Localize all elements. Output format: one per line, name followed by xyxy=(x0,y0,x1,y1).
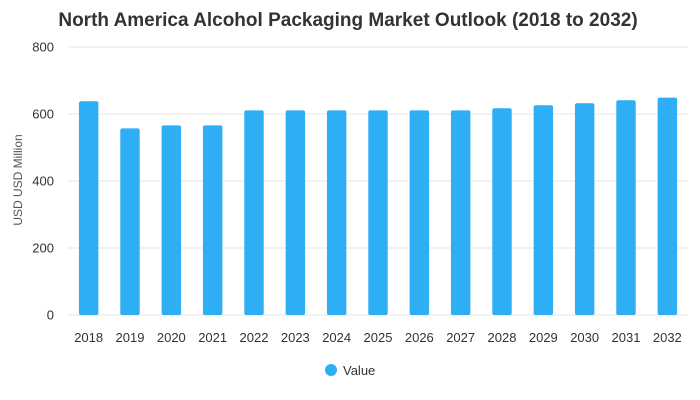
x-tick-label-2024: 2024 xyxy=(322,330,351,345)
x-tick-label-2019: 2019 xyxy=(116,330,145,345)
bar-2032[interactable] xyxy=(657,97,678,316)
x-tick-label-2027: 2027 xyxy=(446,330,475,345)
y-axis-label: USD USD Million xyxy=(11,134,25,225)
x-tick-label-2030: 2030 xyxy=(570,330,599,345)
x-tick-label-2032: 2032 xyxy=(653,330,682,345)
x-tick-label-2020: 2020 xyxy=(157,330,186,345)
bar-2025[interactable] xyxy=(368,110,388,315)
bar-2028[interactable] xyxy=(492,108,512,316)
y-tick-label-0: 0 xyxy=(47,308,54,323)
x-tick-label-2031: 2031 xyxy=(612,330,641,345)
x-axis-ticks: 2018 2019 2020 2021 2022 2023 2024 2025 2026 2027… xyxy=(74,330,682,345)
y-tick-label-400: 400 xyxy=(32,174,54,189)
bar-2031[interactable] xyxy=(616,100,636,315)
x-tick-label-2023: 2023 xyxy=(281,330,310,345)
bar-2019[interactable] xyxy=(120,128,140,315)
bar-2027[interactable] xyxy=(450,110,471,315)
chart-title: North America Alcohol Packaging Market O… xyxy=(58,10,637,31)
bar-2020[interactable] xyxy=(161,125,182,315)
x-tick-label-2028: 2028 xyxy=(488,330,517,345)
bar-2024[interactable] xyxy=(326,110,347,315)
legend[interactable]: Value xyxy=(325,363,375,378)
bar-2029[interactable] xyxy=(533,105,554,315)
bars xyxy=(78,97,678,316)
y-axis-ticks: 0 200 400 600 800 xyxy=(32,40,54,323)
x-tick-label-2022: 2022 xyxy=(240,330,269,345)
legend-label-value: Value xyxy=(343,363,375,378)
bar-2018[interactable] xyxy=(78,101,99,316)
bar-2026[interactable] xyxy=(409,110,430,315)
x-tick-label-2018: 2018 xyxy=(74,330,103,345)
y-tick-label-600: 600 xyxy=(32,107,54,122)
bar-2021[interactable] xyxy=(202,125,223,315)
y-tick-label-200: 200 xyxy=(32,241,54,256)
y-tick-label-800: 800 xyxy=(32,40,54,55)
legend-marker-value xyxy=(325,364,337,376)
x-tick-label-2029: 2029 xyxy=(529,330,558,345)
x-tick-label-2025: 2025 xyxy=(364,330,393,345)
x-tick-label-2026: 2026 xyxy=(405,330,434,345)
bar-2030[interactable] xyxy=(574,103,595,315)
bar-2023[interactable] xyxy=(285,110,306,315)
bar-2022[interactable] xyxy=(244,110,264,315)
x-tick-label-2021: 2021 xyxy=(198,330,227,345)
